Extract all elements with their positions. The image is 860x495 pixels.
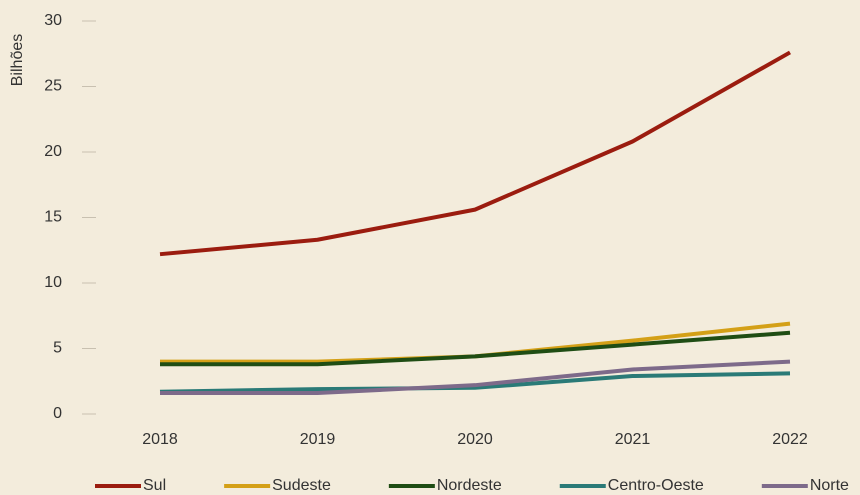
line-series [160,330,791,367]
line-series [159,371,791,394]
y-tick-label: 10 [44,274,62,291]
line-series [160,359,791,396]
y-tick-label: 15 [44,209,62,226]
y-tick-label: 5 [53,340,62,357]
x-tick-label: 2018 [142,431,178,448]
line-series [159,50,791,257]
x-tick-label: 2020 [457,431,493,448]
y-tick-label: 25 [44,78,62,95]
legend-label: Centro-Oeste [608,477,704,494]
x-tick-label: 2022 [772,431,808,448]
legend-label: Norte [810,477,849,494]
legend-label: Nordeste [437,477,502,494]
y-axis-label: Bilhões [9,34,26,86]
legend-label: Sul [143,477,166,494]
legend-label: Sudeste [272,477,331,494]
x-tick-label: 2021 [615,431,651,448]
y-tick-label: 0 [53,405,62,422]
x-tick-label: 2019 [300,431,336,448]
y-tick-label: 20 [44,143,62,160]
y-tick-label: 30 [44,12,62,29]
